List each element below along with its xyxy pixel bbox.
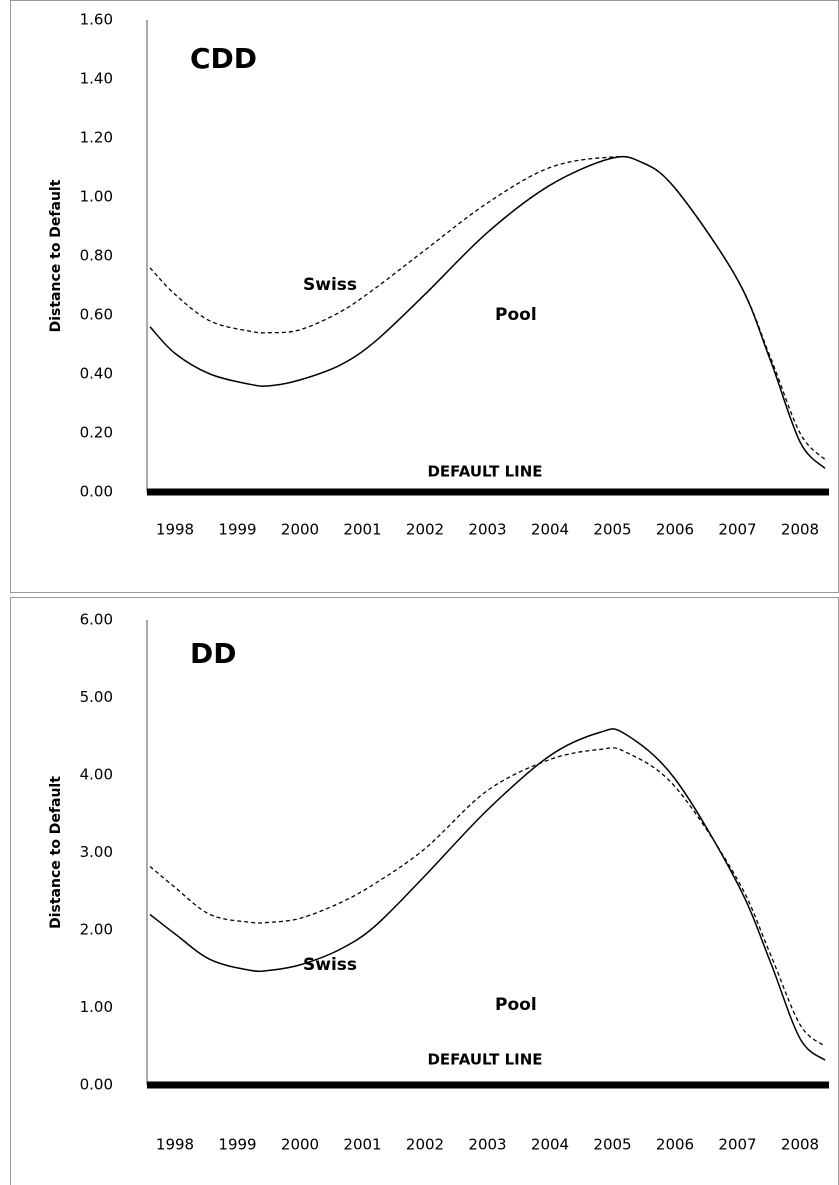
x-tick-label: 2006 [656, 1136, 694, 1154]
line-series [149, 747, 826, 1047]
series-label: Pool [495, 305, 537, 325]
panel-frame [10, 597, 839, 1185]
x-tick-label: 2005 [593, 521, 631, 539]
line-series [149, 155, 826, 469]
y-axis-label: Distance to Default [48, 179, 64, 332]
x-tick-label: 2003 [468, 521, 506, 539]
y-tick-label: 0.40 [80, 365, 113, 383]
y-tick-label: 0.20 [80, 424, 113, 442]
x-tick-label: 2006 [656, 521, 694, 539]
x-tick-label: 2003 [468, 1136, 506, 1154]
x-tick-label: 1998 [156, 1136, 194, 1154]
annotation: DEFAULT LINE [427, 1051, 542, 1069]
series-label: Pool [495, 995, 537, 1015]
line-series [149, 728, 826, 1061]
y-tick-label: 1.40 [80, 70, 113, 88]
x-tick-label: 2008 [781, 521, 819, 539]
x-tick-label: 2007 [718, 521, 756, 539]
y-tick-label: 6.00 [80, 611, 113, 629]
x-tick-label: 2000 [281, 1136, 319, 1154]
x-tick-label: 1999 [218, 521, 256, 539]
y-tick-label: 1.00 [80, 188, 113, 206]
series-label: Swiss [303, 275, 357, 295]
x-tick-label: 1999 [218, 1136, 256, 1154]
x-tick-label: 2004 [531, 521, 569, 539]
chart-title: DD [190, 637, 236, 670]
panel-frame [10, 0, 839, 593]
series-label: Swiss [303, 955, 357, 975]
x-tick-label: 2008 [781, 1136, 819, 1154]
line-series [149, 156, 826, 461]
x-tick-label: 2004 [531, 1136, 569, 1154]
y-tick-label: 1.60 [80, 11, 113, 29]
chart: 0.00 0.20 0.40 0.60 0.80 1.00 1.20 1.40 1.60 1998… [48, 11, 829, 539]
x-tick-label: 2002 [406, 521, 444, 539]
x-tick-label: 2000 [281, 521, 319, 539]
y-tick-label: 0.80 [80, 247, 113, 265]
y-tick-label: 1.20 [80, 129, 113, 147]
x-tick-label: 2002 [406, 1136, 444, 1154]
y-tick-label: 1.00 [80, 998, 113, 1016]
annotation: DEFAULT LINE [427, 463, 542, 481]
x-tick-label: 2005 [593, 1136, 631, 1154]
x-tick-label: 2007 [718, 1136, 756, 1154]
y-tick-label: 4.00 [80, 766, 113, 784]
x-tick-label: 1998 [156, 521, 194, 539]
y-tick-label: 0.00 [80, 1076, 113, 1094]
y-tick-label: 0.60 [80, 306, 113, 324]
x-tick-label: 2001 [343, 521, 381, 539]
y-tick-label: 5.00 [80, 688, 113, 706]
x-tick-label: 2001 [343, 1136, 381, 1154]
chart-title: CDD [190, 42, 257, 75]
chart: 0.00 1.00 2.00 3.00 4.00 5.00 6.00 1998 1999 2000… [48, 611, 829, 1154]
y-axis-label: Distance to Default [48, 776, 64, 929]
y-tick-label: 2.00 [80, 921, 113, 939]
y-tick-label: 0.00 [80, 483, 113, 501]
y-tick-label: 3.00 [80, 843, 113, 861]
